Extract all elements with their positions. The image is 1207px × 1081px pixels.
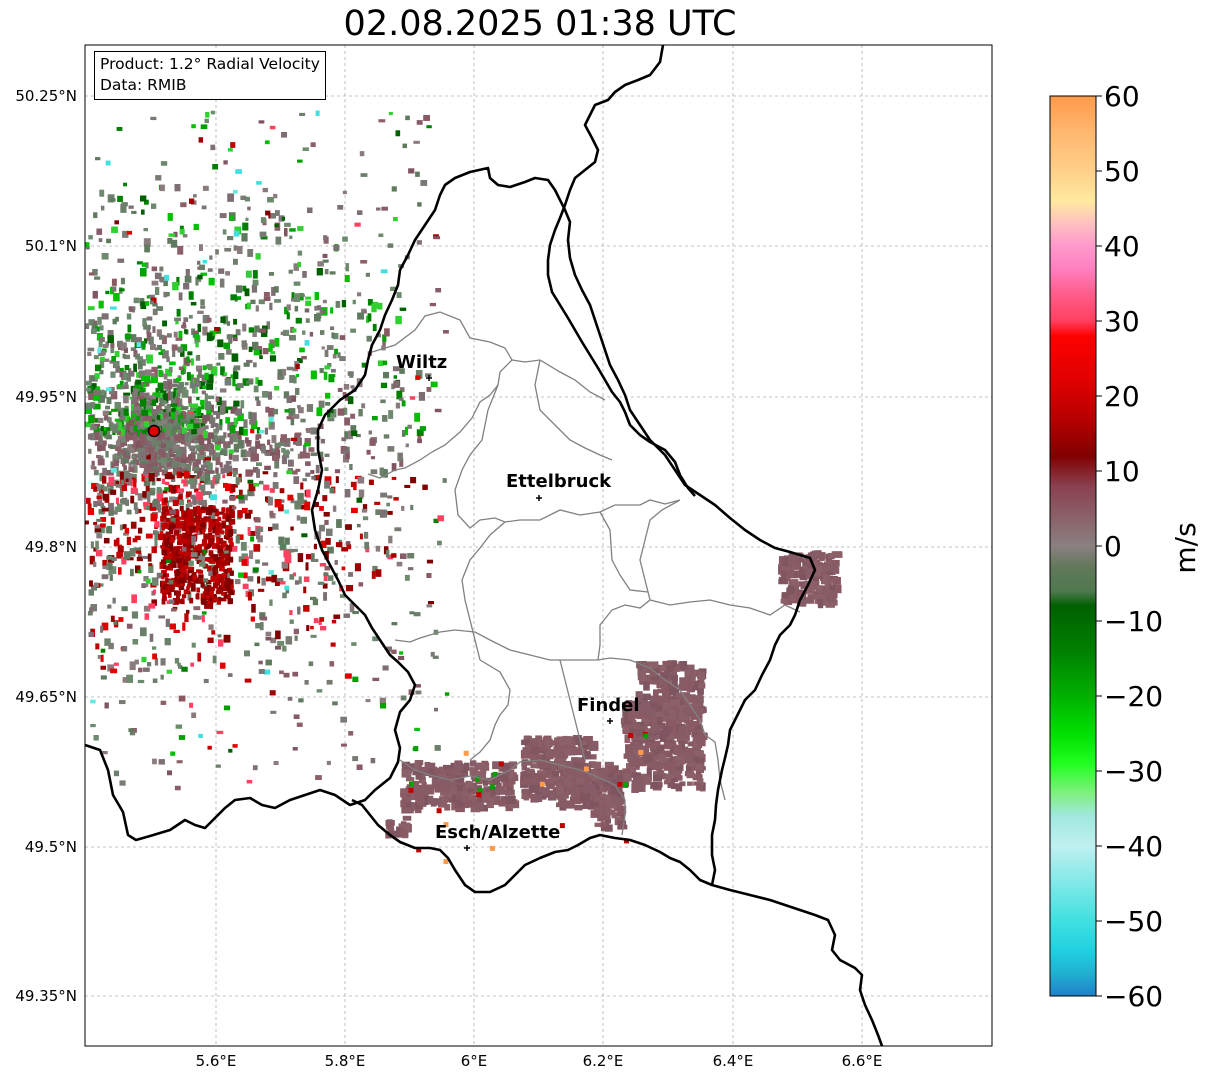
map-frame	[84, 44, 993, 1047]
colorbar-unit-label: m/s	[1169, 522, 1202, 573]
colorbar-tick-label: −60	[1104, 980, 1163, 1013]
lat-label: 50.25°N	[15, 87, 77, 105]
lat-label: 49.35°N	[15, 987, 77, 1005]
lon-label: 6.6°E	[842, 1052, 883, 1070]
colorbar-tick-label: −10	[1104, 605, 1163, 638]
lon-label: 6.2°E	[583, 1052, 624, 1070]
colorbar: 60 50 40 30 20 10 0 −10 −20 −30 −40 −50 −60 m/s	[1049, 80, 1202, 1013]
lat-label: 50.1°N	[25, 237, 77, 255]
colorbar-ticks: 60 50 40 30 20 10 0 −10 −20 −30 −40 −50 −60	[1096, 80, 1163, 1013]
lon-label: 5.6°E	[196, 1052, 237, 1070]
lat-label: 49.5°N	[25, 838, 77, 856]
city-label-esch-alzette: Esch/Alzette	[435, 822, 560, 843]
colorbar-tick-label: 10	[1104, 455, 1140, 488]
colorbar-tick-label: −30	[1104, 755, 1163, 788]
country-borders	[85, 45, 884, 1046]
colorbar-gradient	[1049, 95, 1097, 997]
radar-velocity-echoes	[85, 110, 843, 864]
radar-site-marker	[147, 424, 161, 438]
lat-label: 49.65°N	[15, 688, 77, 706]
longitude-labels: 5.6°E 5.8°E 6°E 6.2°E 6.4°E 6.6°E	[196, 1052, 883, 1070]
city-wiltz: Wiltz	[396, 352, 447, 381]
lon-label: 6.4°E	[713, 1052, 754, 1070]
colorbar-tick-label: −20	[1104, 680, 1163, 713]
colorbar-tick-label: 0	[1104, 530, 1122, 563]
latitude-labels: 50.25°N 50.1°N 49.95°N 49.8°N 49.65°N 49…	[15, 87, 77, 1005]
map-title: 02.08.2025 01:38 UTC	[343, 4, 737, 44]
city-findel: Findel	[577, 695, 640, 724]
colorbar-tick-label: 30	[1104, 305, 1140, 338]
city-ettelbruck: Ettelbruck	[506, 471, 612, 501]
colorbar-tick-label: 20	[1104, 380, 1140, 413]
colorbar-tick-label: 60	[1104, 80, 1140, 113]
colorbar-tick-label: 50	[1104, 155, 1140, 188]
colorbar-tick-label: −50	[1104, 905, 1163, 938]
colorbar-tick-label: 40	[1104, 230, 1140, 263]
district-boundaries	[367, 311, 801, 836]
city-label-findel: Findel	[577, 695, 640, 716]
lat-label: 49.8°N	[25, 538, 77, 556]
product-label: Product: 1.2° Radial Velocity	[100, 55, 320, 73]
data-source-label: Data: RMIB	[100, 76, 187, 94]
lon-label: 5.8°E	[325, 1052, 366, 1070]
lat-label: 49.95°N	[15, 388, 77, 406]
lon-label: 6°E	[461, 1052, 488, 1070]
city-label-ettelbruck: Ettelbruck	[506, 471, 612, 492]
city-label-wiltz: Wiltz	[396, 352, 447, 373]
city-esch-alzette: Esch/Alzette	[435, 822, 560, 851]
product-info-box: Product: 1.2° Radial Velocity Data: RMIB	[94, 51, 326, 100]
colorbar-tick-label: −40	[1104, 830, 1163, 863]
